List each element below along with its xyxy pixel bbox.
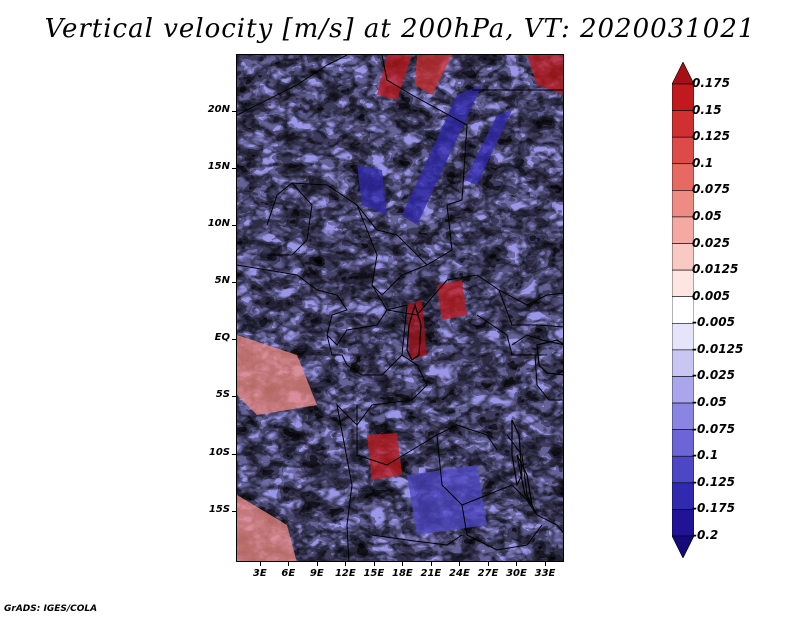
- longitude-tick: [316, 562, 318, 566]
- colorbar-label: -0.1: [692, 448, 719, 463]
- colorbar-bin: [672, 535, 694, 558]
- latitude-label: 15S: [208, 503, 230, 515]
- colorbar-bin: [672, 243, 694, 271]
- longitude-label: 30E: [506, 568, 527, 579]
- colorbar-label: -0.175: [692, 501, 735, 516]
- vertical-velocity-field: [237, 55, 563, 561]
- near-zero-field: [237, 55, 563, 561]
- longitude-label: 21E: [420, 568, 442, 579]
- colorbar-bin: [672, 402, 694, 430]
- longitude-tick: [345, 562, 347, 566]
- latitude-tick: [232, 168, 236, 170]
- colorbar-label: -0.125: [692, 474, 735, 489]
- map-plot-area: [236, 54, 564, 562]
- colorbar: [672, 62, 694, 558]
- latitude-label: 15N: [207, 161, 230, 173]
- colorbar-label: -0.005: [692, 315, 735, 330]
- colorbar-bin: [672, 110, 694, 138]
- colorbar-bin: [672, 482, 694, 510]
- colorbar-bin: [672, 376, 694, 404]
- longitude-label: 9E: [309, 568, 324, 579]
- colorbar-bin: [672, 429, 694, 457]
- colorbar-label: 0.175: [692, 76, 730, 90]
- longitude-label: 12E: [334, 568, 356, 579]
- latitude-label: 10N: [207, 218, 230, 230]
- longitude-tick: [402, 562, 404, 566]
- latitude-tick: [232, 282, 236, 284]
- colorbar-label: 0.025: [692, 235, 730, 250]
- colorbar-label: -0.05: [692, 395, 727, 410]
- longitude-tick: [459, 562, 461, 566]
- longitude-tick: [487, 562, 489, 566]
- latitude-tick: [232, 453, 236, 455]
- longitude-label: 15E: [363, 568, 385, 579]
- chart-title: Vertical velocity [m/s] at 200hPa, VT: 2…: [44, 14, 756, 44]
- latitude-tick: [232, 510, 236, 512]
- colorbar-bin: [672, 62, 694, 85]
- latitude-tick: [232, 339, 236, 341]
- colorbar-bin: [672, 83, 694, 111]
- longitude-tick: [288, 562, 290, 566]
- latitude-label: 5N: [214, 275, 230, 287]
- colorbar-bin: [672, 296, 694, 324]
- colorbar-bin: [672, 509, 694, 537]
- longitude-label: 3E: [252, 568, 267, 579]
- longitude-label: 18E: [392, 568, 413, 579]
- longitude-tick: [373, 562, 375, 566]
- latitude-tick: [232, 111, 236, 113]
- colorbar-label: -0.0125: [692, 341, 744, 356]
- colorbar-label: 0.15: [692, 102, 722, 117]
- strong-updraft-areas: [237, 55, 563, 561]
- latitude-tick: [232, 225, 236, 227]
- colorbar-label: -0.075: [692, 421, 735, 436]
- colorbar-bin: [672, 190, 694, 218]
- colorbar-label: 0.1: [692, 155, 714, 170]
- colorbar-label: 0.005: [692, 288, 730, 303]
- country-borders: [237, 55, 563, 561]
- colorbar-bin: [672, 455, 694, 484]
- colorbar-label: -0.2: [692, 528, 719, 542]
- colorbar-bin: [672, 349, 694, 377]
- longitude-label: 24E: [449, 568, 470, 579]
- colorbar-bin: [672, 216, 694, 244]
- colorbar-label: 0.05: [692, 208, 722, 223]
- colorbar-bin: [672, 163, 694, 191]
- longitude-tick: [516, 562, 518, 566]
- lake-outlines: [406, 302, 563, 506]
- colorbar-bin: [672, 269, 694, 298]
- colorbar-bin: [672, 136, 694, 165]
- longitude-label: 27E: [477, 568, 499, 579]
- longitude-label: 6E: [281, 568, 296, 579]
- strong-downdraft-areas: [357, 85, 512, 535]
- colorbar-bin: [672, 322, 694, 351]
- longitude-tick: [259, 562, 261, 566]
- colorbar-label: 0.075: [692, 182, 730, 197]
- footer-credit: GrADS: IGES/COLA: [4, 604, 98, 614]
- longitude-tick: [430, 562, 432, 566]
- latitude-label: 20N: [207, 104, 230, 116]
- latitude-label: 10S: [208, 446, 230, 458]
- latitude-label: EQ: [214, 332, 230, 344]
- colorbar-label: -0.025: [692, 368, 735, 383]
- latitude-tick: [232, 396, 236, 398]
- colorbar-label: 0.0125: [692, 262, 739, 277]
- longitude-tick: [544, 562, 546, 566]
- longitude-label: 33E: [534, 568, 556, 579]
- latitude-label: 5S: [215, 389, 230, 401]
- colorbar-label: 0.125: [692, 129, 730, 144]
